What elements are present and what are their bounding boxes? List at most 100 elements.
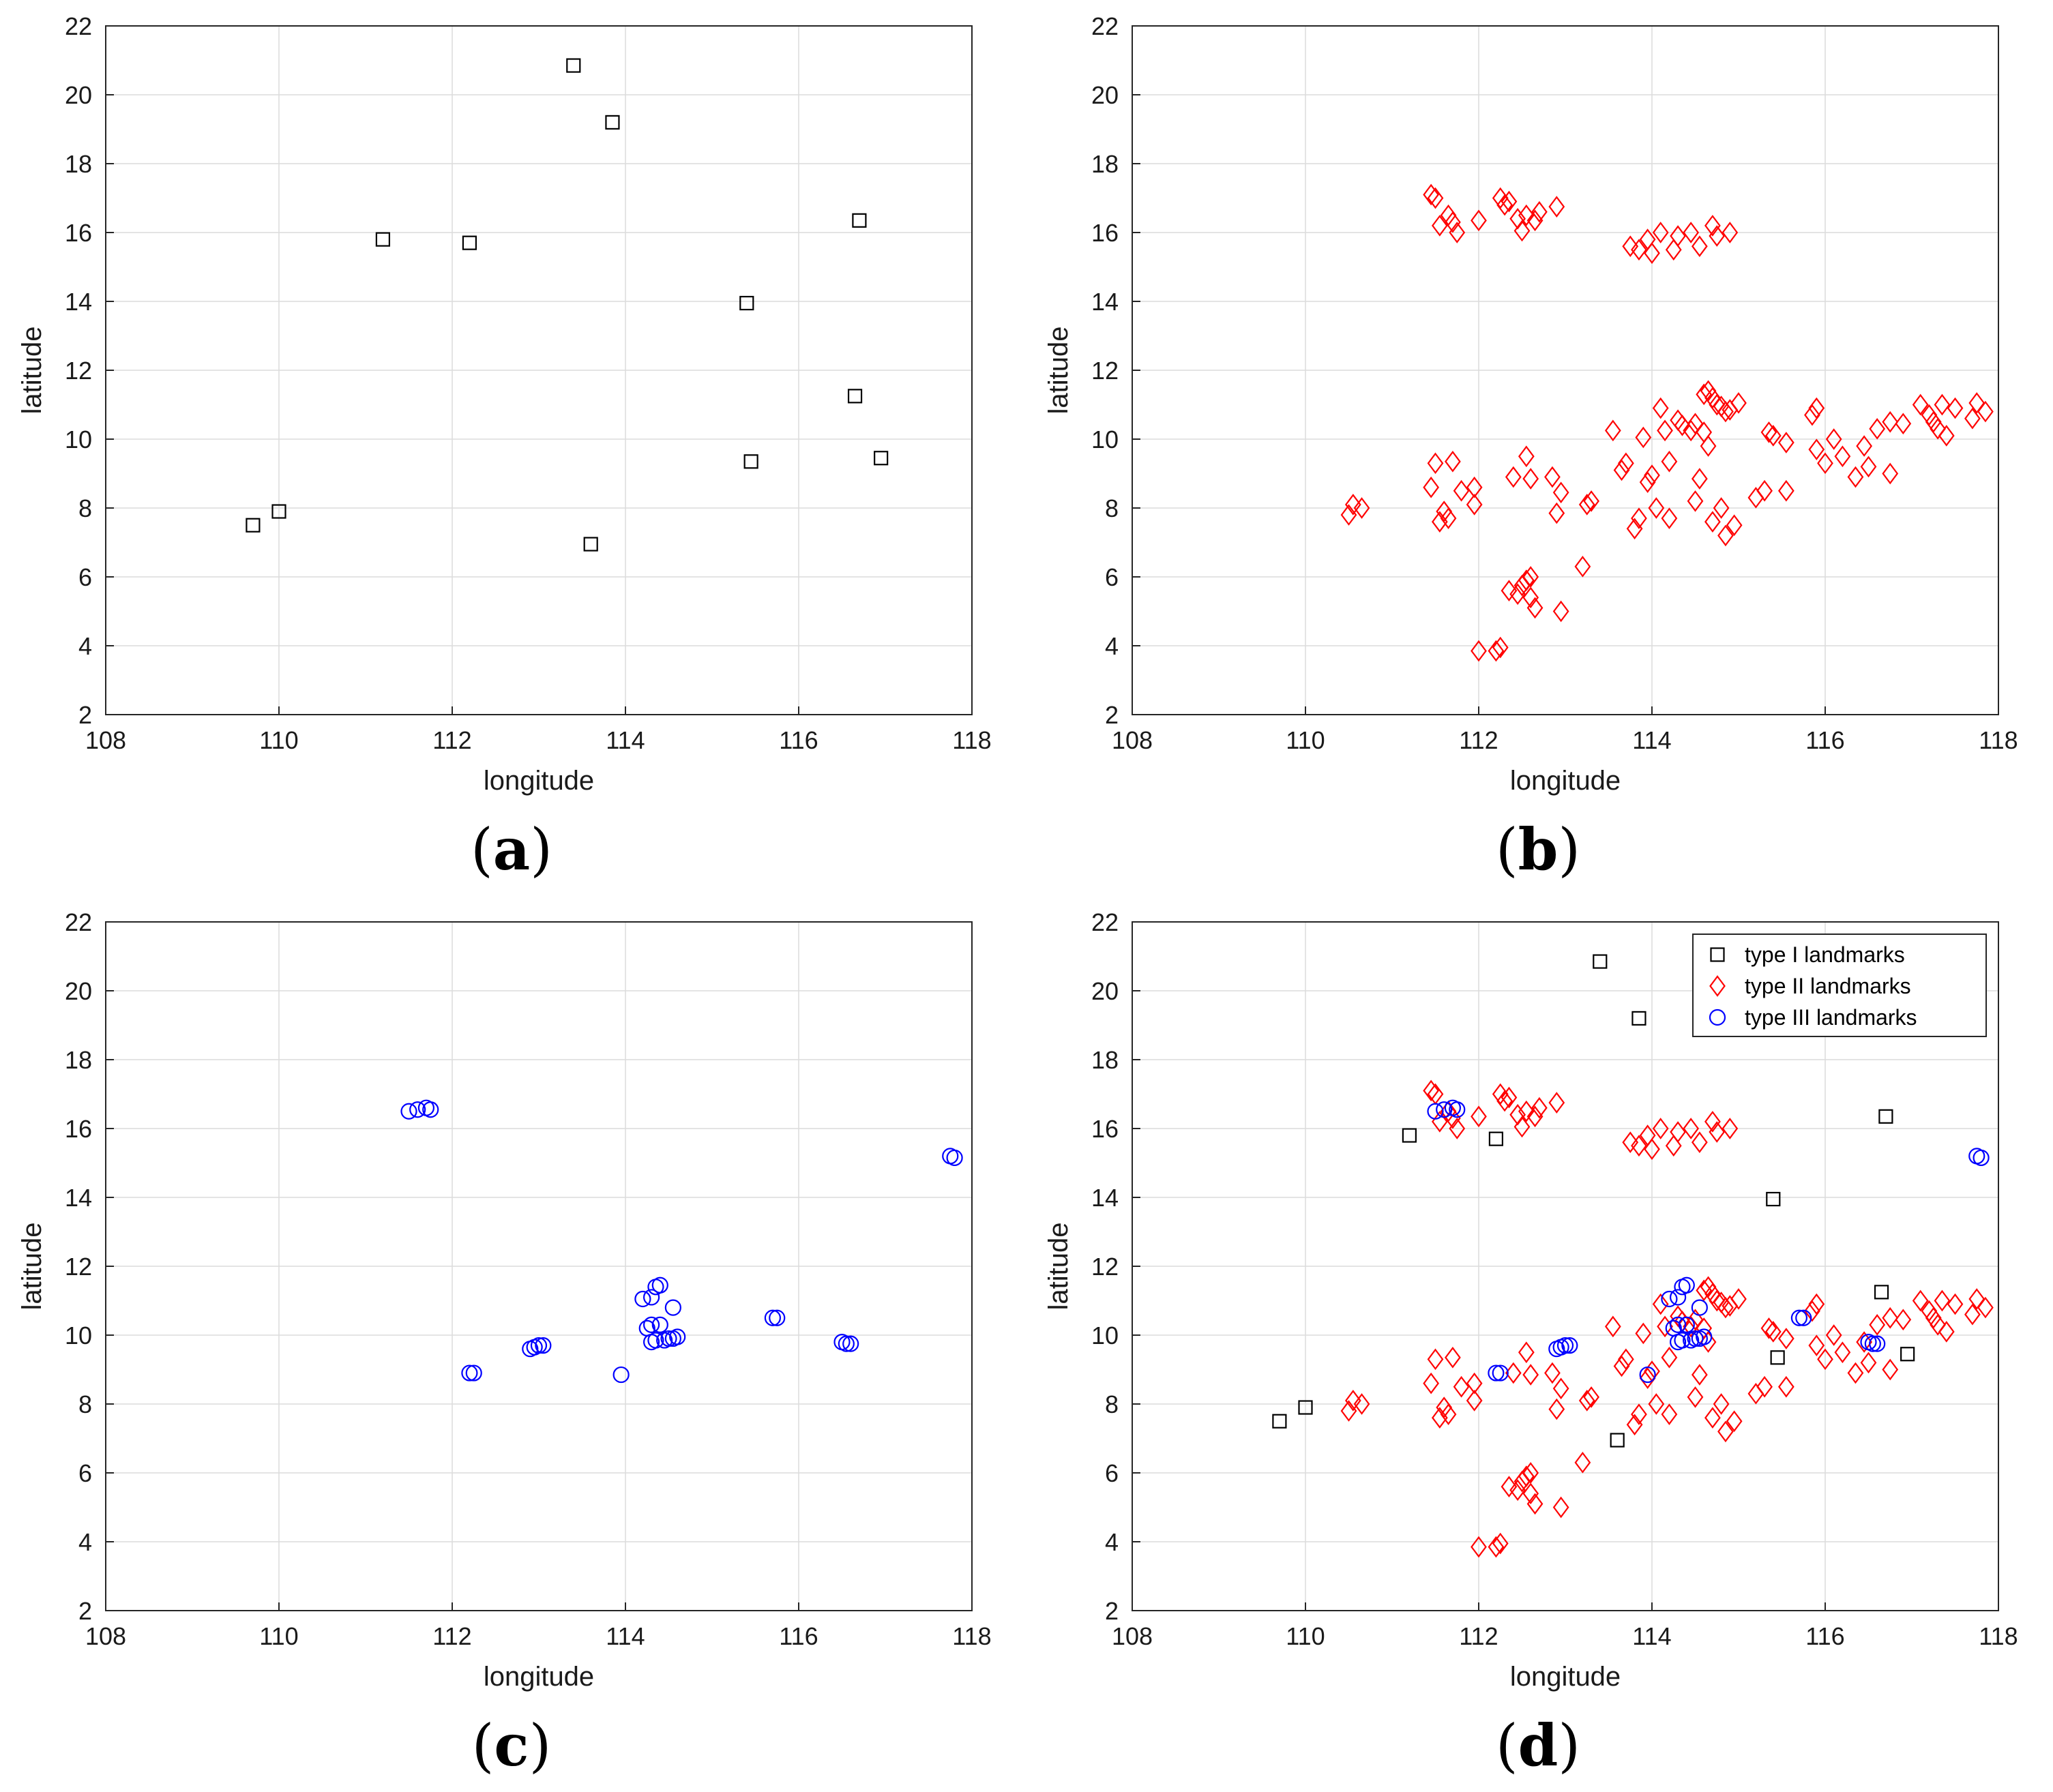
data-point (1552, 1496, 1569, 1519)
data-point (1669, 1316, 1687, 1333)
x-tick-label: 108 (1112, 1622, 1153, 1650)
data-point (1526, 1493, 1544, 1515)
data-point (1427, 1348, 1444, 1371)
data-point (1882, 410, 1899, 433)
data-point (1869, 418, 1886, 440)
data-point (1505, 1362, 1522, 1384)
data-point (1578, 494, 1595, 516)
data-point (1353, 497, 1370, 519)
data-point (1696, 1279, 1713, 1302)
data-point (1340, 1400, 1357, 1422)
data-point (664, 1299, 681, 1316)
data-point (1626, 518, 1643, 540)
data-point (1453, 1375, 1470, 1398)
data-point (1669, 1289, 1687, 1306)
data-point (1730, 1288, 1747, 1310)
x-tick-label: 114 (1632, 1622, 1671, 1650)
data-point (651, 1316, 668, 1333)
data-point (1496, 194, 1513, 216)
data-point (1427, 1103, 1444, 1120)
data-point (612, 1366, 630, 1384)
data-point (1526, 597, 1544, 619)
chart-c: 108 110 112 114 116 118 2 4 6 8 10 12 14 16 18 20 22 long… (17, 908, 992, 1692)
data-point (874, 451, 889, 466)
chart-b: 108 110 112 114 116 118 2 4 6 8 10 12 14 16 18 20 22 long… (1044, 12, 2018, 796)
data-point (1817, 1348, 1833, 1371)
data-point (1964, 407, 1981, 430)
data-point (1777, 1328, 1794, 1349)
data-point (1639, 1367, 1656, 1389)
x-tick-label: 114 (1632, 726, 1671, 754)
data-point (1298, 1400, 1313, 1415)
y-tick-label: 10 (1091, 1321, 1119, 1349)
data-point (1531, 200, 1548, 223)
data-point (1518, 204, 1535, 226)
x-axis-label: longitude (484, 1662, 594, 1692)
x-tick-label: 110 (1286, 726, 1325, 754)
data-point (1526, 1105, 1544, 1128)
y-tick-label: 16 (65, 219, 92, 247)
data-point (375, 232, 391, 247)
data-point (1449, 222, 1466, 243)
data-point (1934, 1289, 1951, 1312)
data-point (1717, 400, 1734, 423)
data-point (1930, 1314, 1946, 1336)
data-point (1610, 1433, 1625, 1448)
data-point (1882, 1358, 1899, 1381)
data-point (1644, 464, 1660, 486)
data-point (1518, 1341, 1535, 1364)
data-point (1466, 476, 1483, 498)
x-axis-label: longitude (1510, 1662, 1621, 1692)
data-point (1272, 1414, 1287, 1429)
data-point (566, 58, 581, 73)
data-point (1639, 471, 1656, 493)
data-point (1670, 225, 1686, 247)
x-tick-label: 112 (1459, 1622, 1498, 1650)
data-point (1804, 1300, 1820, 1322)
data-point (1869, 1314, 1886, 1336)
data-point (1544, 466, 1561, 488)
data-point (1730, 392, 1747, 414)
data-point (1777, 432, 1794, 453)
y-tick-label: 12 (1091, 1253, 1119, 1281)
data-point (1509, 207, 1526, 230)
data-point (1760, 1317, 1777, 1339)
data-point (1661, 1346, 1678, 1369)
data-point (1496, 1090, 1513, 1112)
legend-entry: type III landmarks (1745, 1005, 1917, 1030)
data-point (1687, 490, 1704, 512)
data-point (643, 1289, 660, 1306)
series-square (246, 58, 889, 552)
data-point (1449, 1118, 1466, 1139)
legend: type I landmarks type II landmarks type II… (1692, 934, 1987, 1037)
data-point (1622, 235, 1639, 258)
data-point (1683, 419, 1700, 442)
data-point (1548, 196, 1565, 218)
data-point (1648, 1393, 1665, 1415)
data-point (1882, 1306, 1899, 1329)
caption-d: (d) (1495, 1712, 1581, 1779)
data-point (643, 1316, 660, 1333)
x-tick-label: 118 (952, 1622, 991, 1650)
y-tick-label: 22 (1091, 908, 1119, 936)
data-point (1522, 586, 1539, 609)
data-point (1431, 511, 1448, 533)
y-tick-label: 16 (1091, 1115, 1119, 1143)
data-point (1930, 418, 1946, 440)
data-point (1661, 450, 1678, 473)
data-point (1795, 1309, 1812, 1326)
data-point (1544, 1362, 1561, 1384)
data-point (1808, 438, 1825, 460)
x-tick-label: 112 (432, 726, 471, 754)
data-point (1613, 459, 1630, 481)
x-tick-label: 108 (85, 1622, 126, 1650)
data-point (1548, 1398, 1565, 1420)
data-point (1522, 566, 1539, 588)
panel-c: 108 110 112 114 116 118 2 4 6 8 10 12 14 16 18 20 22 long… (0, 896, 1026, 1792)
data-point (1466, 1372, 1483, 1394)
y-tick-label: 14 (65, 1184, 92, 1212)
y-tick-label: 20 (1091, 81, 1119, 109)
y-tick-label: 10 (65, 1321, 92, 1349)
data-point (946, 1149, 963, 1167)
data-point (1704, 1407, 1721, 1429)
